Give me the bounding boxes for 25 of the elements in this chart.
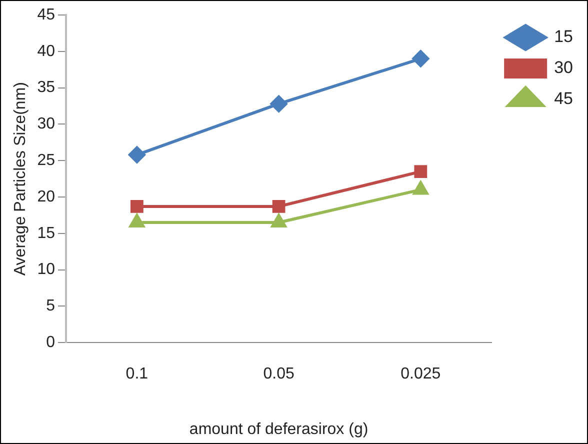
point xyxy=(128,146,146,164)
point xyxy=(414,165,428,178)
x-axis-title: amount of deferasirox (g) xyxy=(189,420,368,438)
legend-label: 15 xyxy=(554,27,574,46)
point xyxy=(412,50,430,68)
point xyxy=(272,200,286,213)
point xyxy=(270,95,288,112)
x-tick-label: 0.1 xyxy=(126,366,148,383)
y-tick-label: 45 xyxy=(37,6,56,24)
point xyxy=(130,200,144,213)
point xyxy=(413,181,428,195)
y-tick-label: 20 xyxy=(37,188,56,206)
y-tick-label: 25 xyxy=(37,152,56,170)
y-tick-label: 35 xyxy=(37,79,56,96)
y-tick-label: 40 xyxy=(37,42,56,60)
x-tick-label: 0.025 xyxy=(400,366,441,383)
y-tick-label: 5 xyxy=(46,298,56,315)
y-tick-label: 10 xyxy=(37,261,56,278)
x-tick-label: 0.05 xyxy=(263,366,294,383)
y-tick-label: 0 xyxy=(46,334,56,352)
y-tick-label: 30 xyxy=(37,116,56,133)
legend-label: 45 xyxy=(554,89,574,108)
y-axis-title: Average Particles Size(nm) xyxy=(12,82,30,276)
y-tick-label: 15 xyxy=(37,224,56,242)
legend-label: 30 xyxy=(554,58,574,78)
